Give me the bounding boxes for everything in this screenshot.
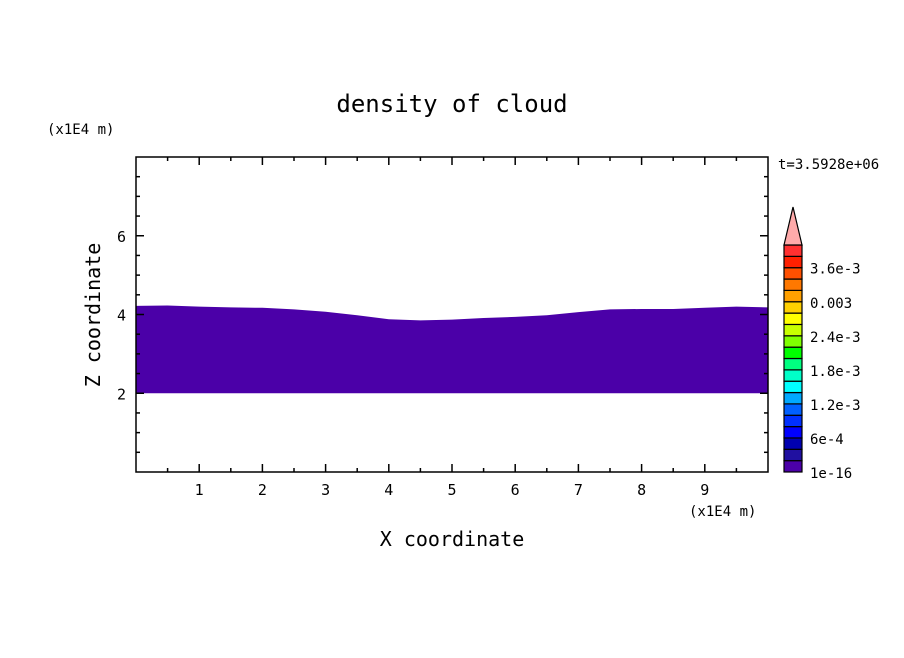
colorbar-label: 1e-16 [810,466,852,482]
colorbar-swatch [783,312,803,326]
colorbar-swatch [783,448,803,462]
x-tick-label: 7 [574,481,583,499]
y-axis-label: Z coordinate [81,243,105,388]
colorbar-swatch [783,255,803,269]
y-tick-label: 2 [117,385,126,403]
colorbar-swatch [783,278,803,291]
colorbar-swatch [783,357,803,371]
colorbar-over-triangle [783,206,803,246]
colorbar-swatch [783,267,803,280]
colorbar-label: 3.6e-3 [810,262,861,278]
colorbar-swatch [783,244,803,257]
x-tick-label: 9 [700,481,709,499]
colorbar-swatch [783,403,803,416]
colorbar-label: 2.4e-3 [810,330,861,346]
x-axis-label: X coordinate [380,527,525,551]
colorbar-swatch [783,391,803,405]
colorbar-swatch [783,437,803,450]
x-tick-label: 5 [447,481,456,499]
x-tick-label: 8 [637,481,646,499]
x-tick-label: 4 [384,481,393,499]
x-unit-label: (x1E4 m) [689,504,756,520]
colorbar-swatch [783,346,803,360]
colorbar-swatch [783,369,803,382]
colorbar-label: 6e-4 [810,432,844,448]
colorbar-swatch [783,323,803,337]
x-tick-label: 1 [195,481,204,499]
colorbar-swatch [783,380,803,394]
colorbar-swatch [783,414,803,428]
time-label: t=3.5928e+06 [778,157,879,173]
x-tick-label: 6 [511,481,520,499]
chart-title: density of cloud [336,90,567,118]
colorbar-label: 0.003 [810,296,852,312]
colorbar-swatch [783,335,803,348]
colorbar-swatch [783,301,803,314]
colorbar-label: 1.2e-3 [810,398,861,414]
x-tick-label: 3 [321,481,330,499]
y-tick-label: 6 [117,228,126,246]
y-unit-label: (x1E4 m) [47,122,114,138]
x-tick-label: 2 [258,481,267,499]
colorbar-swatch [783,460,803,473]
y-tick-label: 4 [117,307,126,325]
colorbar-swatch [783,289,803,303]
colorbar-swatch [783,426,803,439]
colorbar-label: 1.8e-3 [810,364,861,380]
cloud-density-region [136,305,768,394]
